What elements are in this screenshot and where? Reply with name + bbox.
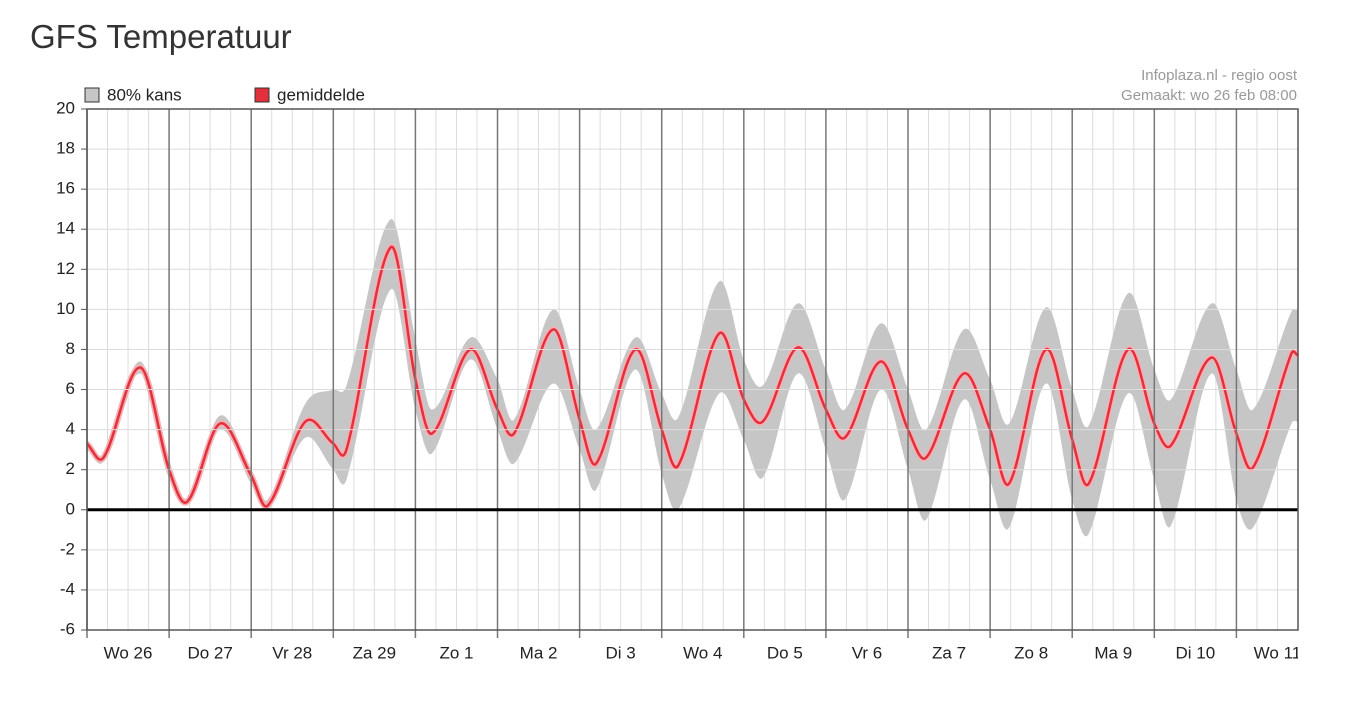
y-tick-label: 20 [56,98,75,117]
line [87,245,1298,508]
x-tick-label: Wo 26 [104,643,153,662]
x-tick-label: Vr 6 [852,643,883,662]
clipped: Wo 26 Do 27 Vr 28 Za 29 Zo 1 Ma 2 Di 3 Wo 4 Do 5… [104,643,1302,662]
y-tick-label: -2 [60,539,75,558]
legend-swatch [254,87,270,103]
legend-swatch [84,87,100,103]
y-tick-label: 0 [66,499,75,518]
legend-label: gemiddelde [277,85,365,104]
x-tick-label: Do 27 [187,643,232,662]
y-tick-label: 6 [66,379,75,398]
x-tick-label: Za 29 [353,643,396,662]
plot-border [86,108,1299,631]
y-tick-label: 16 [56,179,75,198]
source-line: Gemaakt: wo 26 feb 08:00 [1121,87,1297,104]
x-tick-label: Wo 4 [683,643,722,662]
y-tick-label: 14 [56,219,75,238]
y-tick-label: 10 [56,299,75,318]
x-tick-label: Vr 28 [272,643,312,662]
y-tick-label: 4 [66,419,75,438]
y-tick-label: -4 [60,579,75,598]
y-tick-label: 18 [56,139,75,158]
x-tick-label: Do 5 [767,643,803,662]
y-tick-label: -6 [60,619,75,638]
y-tick-label: 12 [56,259,75,278]
x-tick-label: Ma 9 [1094,643,1132,662]
chart-title: GFS Temperatuur [30,18,292,55]
x-tick-label: Zo 8 [1014,643,1048,662]
y-tick-label: 2 [66,459,75,478]
x-tick-label: Zo 1 [439,643,473,662]
x-tick-label: Di 3 [606,643,636,662]
x-tick-label: Wo 11 [1254,643,1302,662]
x-tick-label: Za 7 [932,643,966,662]
y-tick-label: 8 [66,339,75,358]
plot [87,109,1298,630]
x-tick-label: Di 10 [1176,643,1216,662]
x-tick-label: Ma 2 [520,643,558,662]
source-line: Infoplaza.nl - regio oost [1141,67,1298,84]
legend-label: 80% kans [107,85,182,104]
